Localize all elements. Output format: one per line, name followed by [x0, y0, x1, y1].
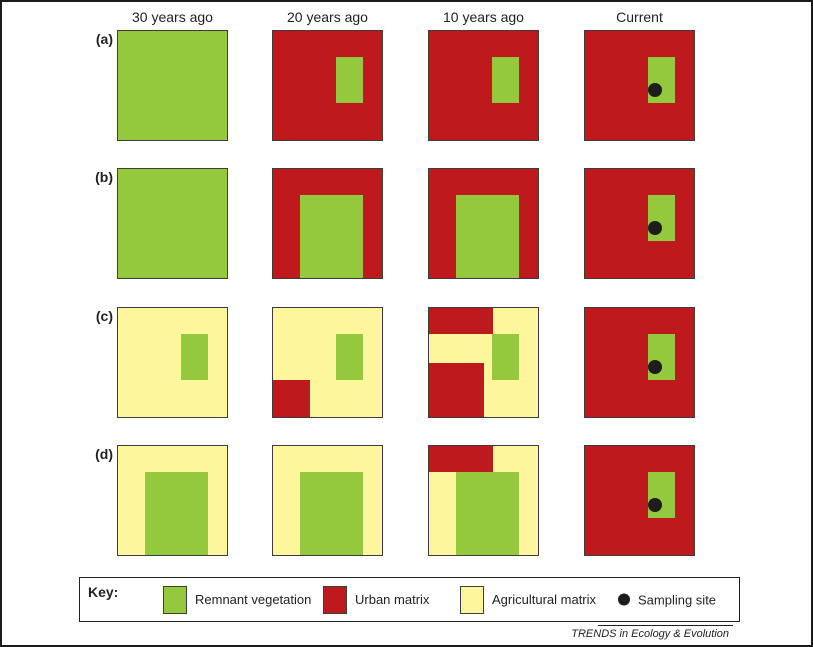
legend-item-label: Agricultural matrix: [492, 592, 597, 607]
panel-d-20-years-ago: [272, 445, 383, 556]
panel-c-20-years-ago: [272, 307, 383, 418]
column-header-30-years-ago: 30 years ago: [132, 9, 213, 25]
legend-item-sampling-site: Sampling site: [618, 592, 716, 607]
legend-item-label: Remnant vegetation: [195, 592, 312, 607]
row-label-b: (b): [95, 169, 113, 185]
remnant-vegetation-swatch: [163, 585, 187, 614]
column-header-current: Current: [616, 9, 663, 25]
region-remnant: [456, 472, 520, 555]
region-remnant: [492, 333, 520, 381]
journal-credit: TRENDS in Ecology & Evolution: [571, 628, 729, 640]
panel-c-30-years-ago: [117, 307, 228, 418]
region-remnant: [492, 56, 520, 104]
panel-b-20-years-ago: [272, 168, 383, 279]
panel-c-current: [584, 307, 695, 418]
panel-b-10-years-ago: [428, 168, 539, 279]
legend-item-remnant-vegetation: Remnant vegetation: [163, 585, 312, 614]
row-label-d: (d): [95, 446, 113, 462]
journal-credit-rule: [598, 625, 733, 626]
panel-a-20-years-ago: [272, 30, 383, 141]
region-remnant: [145, 472, 209, 555]
region-urban: [429, 362, 484, 417]
legend-item-label: Sampling site: [638, 592, 717, 607]
region-urban: [273, 379, 311, 417]
column-header-20-years-ago: 20 years ago: [287, 9, 368, 25]
key-title: Key:: [88, 584, 119, 600]
legend-item-agricultural-matrix: Agricultural matrix: [460, 585, 597, 614]
panel-d-30-years-ago: [117, 445, 228, 556]
region-remnant: [336, 333, 364, 381]
panel-a-30-years-ago: [117, 30, 228, 141]
column-header-10-years-ago: 10 years ago: [443, 9, 524, 25]
sampling-site-dot: [647, 497, 662, 512]
sampling-site-dot: [647, 359, 662, 374]
region-remnant: [336, 56, 364, 104]
panel-b-30-years-ago: [117, 168, 228, 279]
legend-item-label: Urban matrix: [355, 592, 430, 607]
sampling-site-dot-icon: [618, 593, 630, 606]
sampling-site-dot: [647, 220, 662, 235]
panel-a-10-years-ago: [428, 30, 539, 141]
panel-b-current: [584, 168, 695, 279]
row-label-a: (a): [95, 31, 113, 47]
row-label-c: (c): [95, 308, 113, 324]
region-remnant: [300, 472, 364, 555]
key-box: Key: Remnant vegetation Urban matrix Agric…: [79, 577, 740, 622]
sampling-site-dot: [647, 82, 662, 97]
panel-d-10-years-ago: [428, 445, 539, 556]
region-remnant: [300, 195, 364, 278]
panel-a-current: [584, 30, 695, 141]
region-remnant: [456, 195, 520, 278]
agricultural-matrix-swatch: [460, 585, 484, 614]
urban-matrix-swatch: [323, 585, 347, 614]
panel-d-current: [584, 445, 695, 556]
legend-item-urban-matrix: Urban matrix: [323, 585, 430, 614]
panel-c-10-years-ago: [428, 307, 539, 418]
region-remnant: [181, 333, 209, 381]
region-urban: [429, 308, 494, 335]
region-urban: [429, 446, 494, 473]
